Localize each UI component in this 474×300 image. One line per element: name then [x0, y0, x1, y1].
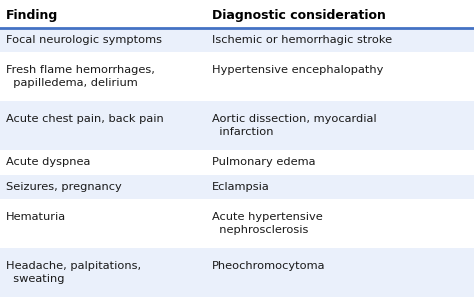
Text: Diagnostic consideration: Diagnostic consideration	[212, 9, 386, 22]
Text: Fresh flame hemorrhages,
  papilledema, delirium: Fresh flame hemorrhages, papilledema, de…	[6, 65, 155, 88]
Text: Hypertensive encephalopathy: Hypertensive encephalopathy	[212, 65, 383, 88]
Text: Hematuria: Hematuria	[6, 212, 66, 235]
Text: Finding: Finding	[6, 9, 58, 22]
Bar	[0, 101, 474, 150]
Text: Acute hypertensive
  nephrosclerosis: Acute hypertensive nephrosclerosis	[212, 212, 323, 235]
Bar	[0, 3, 474, 28]
Bar	[0, 199, 474, 248]
Text: Aortic dissection, myocardial
  infarction: Aortic dissection, myocardial infarction	[212, 114, 376, 137]
Bar	[0, 150, 474, 175]
Text: Pheochromocytoma: Pheochromocytoma	[212, 261, 325, 284]
Bar	[0, 28, 474, 52]
Text: Acute chest pain, back pain: Acute chest pain, back pain	[6, 114, 164, 137]
Bar	[0, 52, 474, 101]
Text: Focal neurologic symptoms: Focal neurologic symptoms	[6, 35, 162, 45]
Text: Ischemic or hemorrhagic stroke: Ischemic or hemorrhagic stroke	[212, 35, 392, 45]
Text: Eclampsia: Eclampsia	[212, 182, 270, 192]
Bar	[0, 248, 474, 297]
Text: Acute dyspnea: Acute dyspnea	[6, 157, 90, 167]
Bar	[0, 175, 474, 199]
Text: Pulmonary edema: Pulmonary edema	[212, 157, 315, 167]
Text: Headache, palpitations,
  sweating: Headache, palpitations, sweating	[6, 261, 141, 284]
Text: Seizures, pregnancy: Seizures, pregnancy	[6, 182, 121, 192]
